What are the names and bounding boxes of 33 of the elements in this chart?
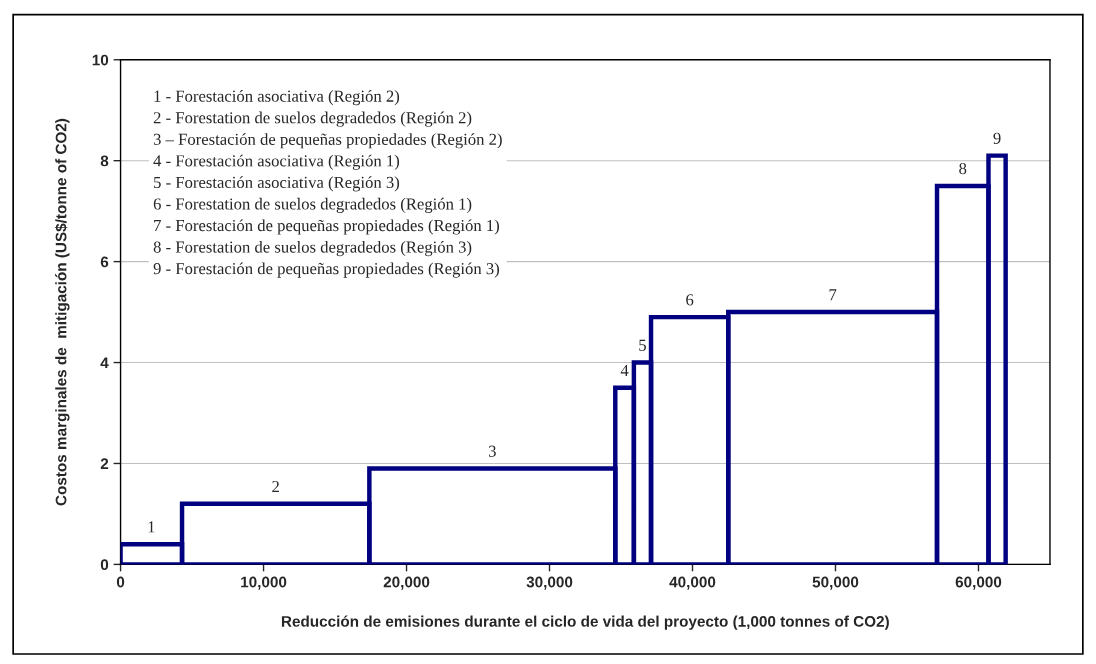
annotation: 6 xyxy=(686,294,694,306)
annotation: 5 xyxy=(639,339,646,351)
y-tick-label: 8 xyxy=(100,155,109,167)
annotation: 4 xyxy=(620,364,629,376)
x-tick-label: 10,000 xyxy=(241,576,287,590)
annotation: 3 xyxy=(488,445,496,457)
annotation: 1 - Forestación asociativa (Región 2) xyxy=(154,90,400,106)
annotation: 2 xyxy=(272,480,279,492)
annotation: 6 - Forestation de suelos degradedos (Región 1) xyxy=(153,197,472,214)
y-tick-label: 10 xyxy=(92,54,109,66)
x-tick-label: 0 xyxy=(116,576,125,588)
x-tick-label: 30,000 xyxy=(526,576,573,590)
annotation: 9 - Forestación de pequeñas propiedades (Región 3) xyxy=(153,262,500,278)
annotation: 5 - Forestación asociativa (Región 3) xyxy=(154,176,400,192)
x-axis-title: Reducción de emisiones durante el ciclo de vida del proyecto (1,000 tonnes of CO2) xyxy=(281,615,889,630)
y-axis-title: Costos marginales de mitigación (US$/tonne of CO2) xyxy=(54,118,70,506)
x-tick-label: 50,000 xyxy=(812,576,859,590)
y-tick-label: 2 xyxy=(100,458,109,470)
annotation: 2 - Forestation de suelos degradedos (Región 2) xyxy=(153,111,472,127)
annotation: 9 xyxy=(993,132,1001,144)
annotation: 8 xyxy=(959,162,967,175)
y-tick-label: 6 xyxy=(100,256,109,268)
x-tick-label: 40,000 xyxy=(669,576,716,590)
annotation: 1 xyxy=(148,521,155,533)
annotation: 7 - Forestación de pequeñas propiedades (Región 1) xyxy=(154,219,500,235)
x-tick-label: 60,000 xyxy=(955,576,1002,590)
y-tick-label: 4 xyxy=(100,357,109,369)
annotation: 8 - Forestation de suelos degradedos (Región 3) xyxy=(153,240,472,257)
x-tick-label: 20,000 xyxy=(383,576,430,590)
annotation: 4 - Forestación asociativa (Región 1) xyxy=(153,154,400,170)
annotation: 3 – Forestación de pequeñas propiedades (Región 2) xyxy=(153,133,502,149)
y-tick-label: 0 xyxy=(100,559,109,571)
annotation: 7 xyxy=(829,289,837,301)
